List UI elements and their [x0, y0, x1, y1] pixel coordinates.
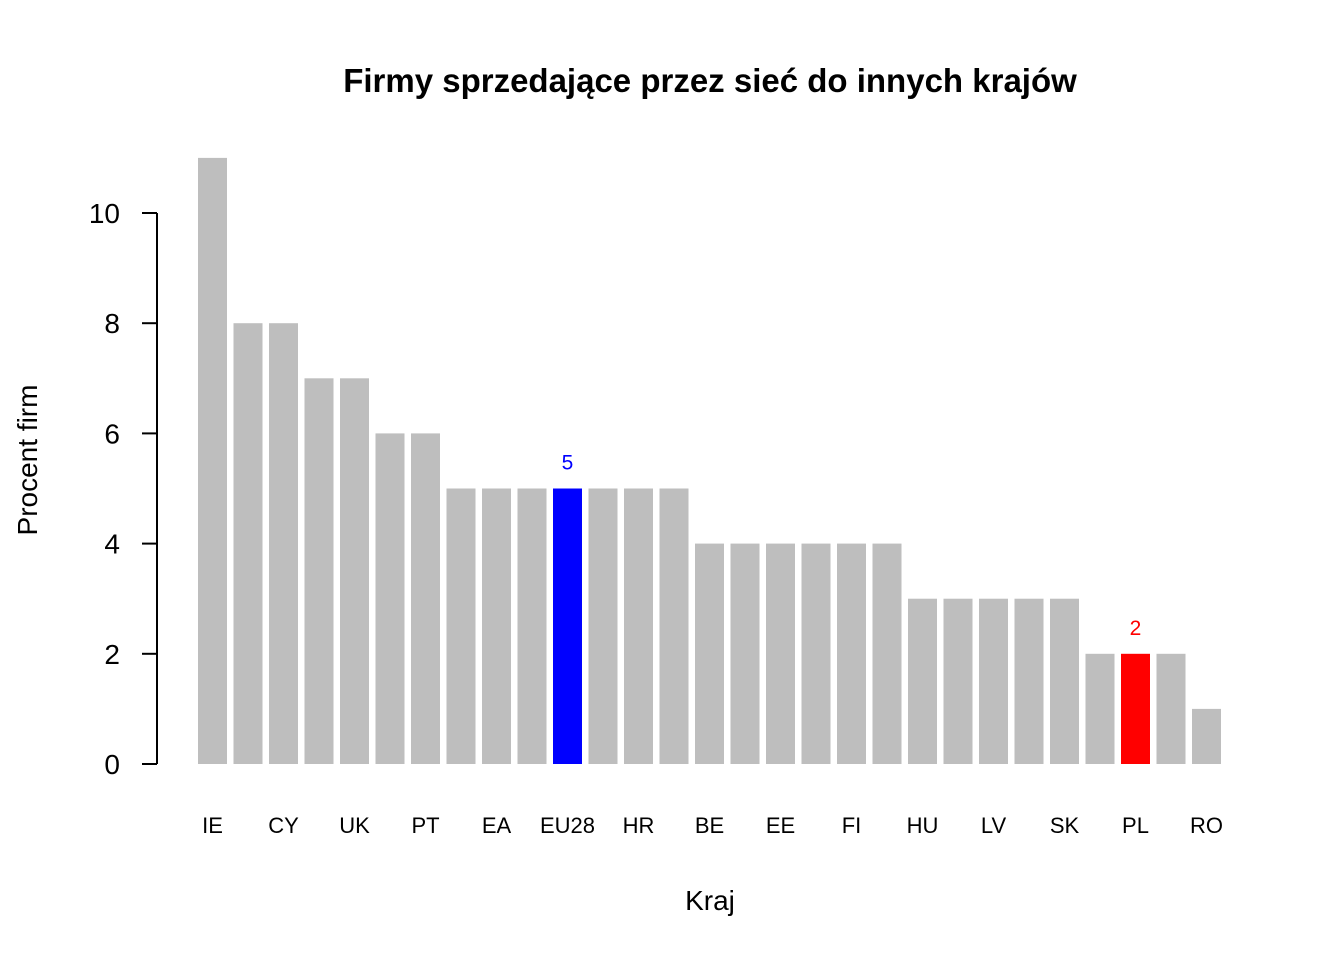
bar: [482, 488, 511, 764]
x-tick-label: EU28: [540, 813, 595, 838]
bars: [198, 157, 1221, 764]
bar: [1085, 653, 1115, 764]
bar: [837, 543, 866, 764]
y-tick-label: 2: [104, 639, 120, 670]
x-tick-label: CY: [268, 813, 299, 838]
x-tick-label: IE: [202, 813, 223, 838]
bar: [1121, 653, 1150, 764]
bar: [730, 543, 760, 764]
bar: [198, 157, 227, 764]
y-tick-label: 6: [104, 418, 120, 449]
x-tick-label: SK: [1050, 813, 1080, 838]
bar: [446, 488, 476, 764]
x-tick-label: RO: [1190, 813, 1223, 838]
bar: [908, 598, 937, 764]
bar: [766, 543, 795, 764]
x-tick-label: EA: [482, 813, 512, 838]
bar: [411, 433, 440, 764]
bar: [1192, 708, 1221, 764]
bar: [304, 378, 334, 764]
x-axis-tick-labels: IE CY UK PT EA EU28 HR BE EE FI HU LV SK PL RO: [202, 813, 1223, 838]
x-axis-label: Kraj: [685, 885, 735, 916]
bar: [340, 378, 369, 764]
y-tick-label: 4: [104, 529, 120, 560]
y-axis: 0 2 4 6 8 10: [89, 198, 158, 780]
x-tick-label: HR: [623, 813, 655, 838]
x-tick-label: HU: [907, 813, 939, 838]
y-tick-label: 10: [89, 198, 120, 229]
bar: [517, 488, 547, 764]
bar: [943, 598, 973, 764]
bar: [233, 323, 263, 764]
y-tick-label: 0: [104, 749, 120, 780]
y-tick-label: 8: [104, 308, 120, 339]
bar: [1014, 598, 1044, 764]
bar: [1156, 653, 1186, 764]
bar: [624, 488, 653, 764]
y-axis-label: Procent firm: [12, 385, 43, 536]
x-tick-label: LV: [981, 813, 1007, 838]
x-tick-label: BE: [695, 813, 724, 838]
data-labels: 52: [562, 452, 1142, 640]
bar: [588, 488, 618, 764]
bar: [872, 543, 902, 764]
bar: [553, 488, 582, 764]
x-tick-label: PL: [1122, 813, 1149, 838]
bar: [269, 323, 298, 764]
bar: [979, 598, 1008, 764]
x-tick-label: PT: [411, 813, 439, 838]
bar-value-label: 5: [562, 452, 574, 475]
chart-title: Firmy sprzedające przez sieć do innych k…: [343, 62, 1077, 99]
bar: [659, 488, 689, 764]
bar: [801, 543, 831, 764]
x-tick-label: EE: [766, 813, 795, 838]
x-tick-label: UK: [339, 813, 370, 838]
bar-value-label: 2: [1130, 617, 1142, 640]
bar: [695, 543, 724, 764]
bar: [1050, 598, 1079, 764]
x-tick-label: FI: [842, 813, 862, 838]
bar: [375, 433, 405, 764]
